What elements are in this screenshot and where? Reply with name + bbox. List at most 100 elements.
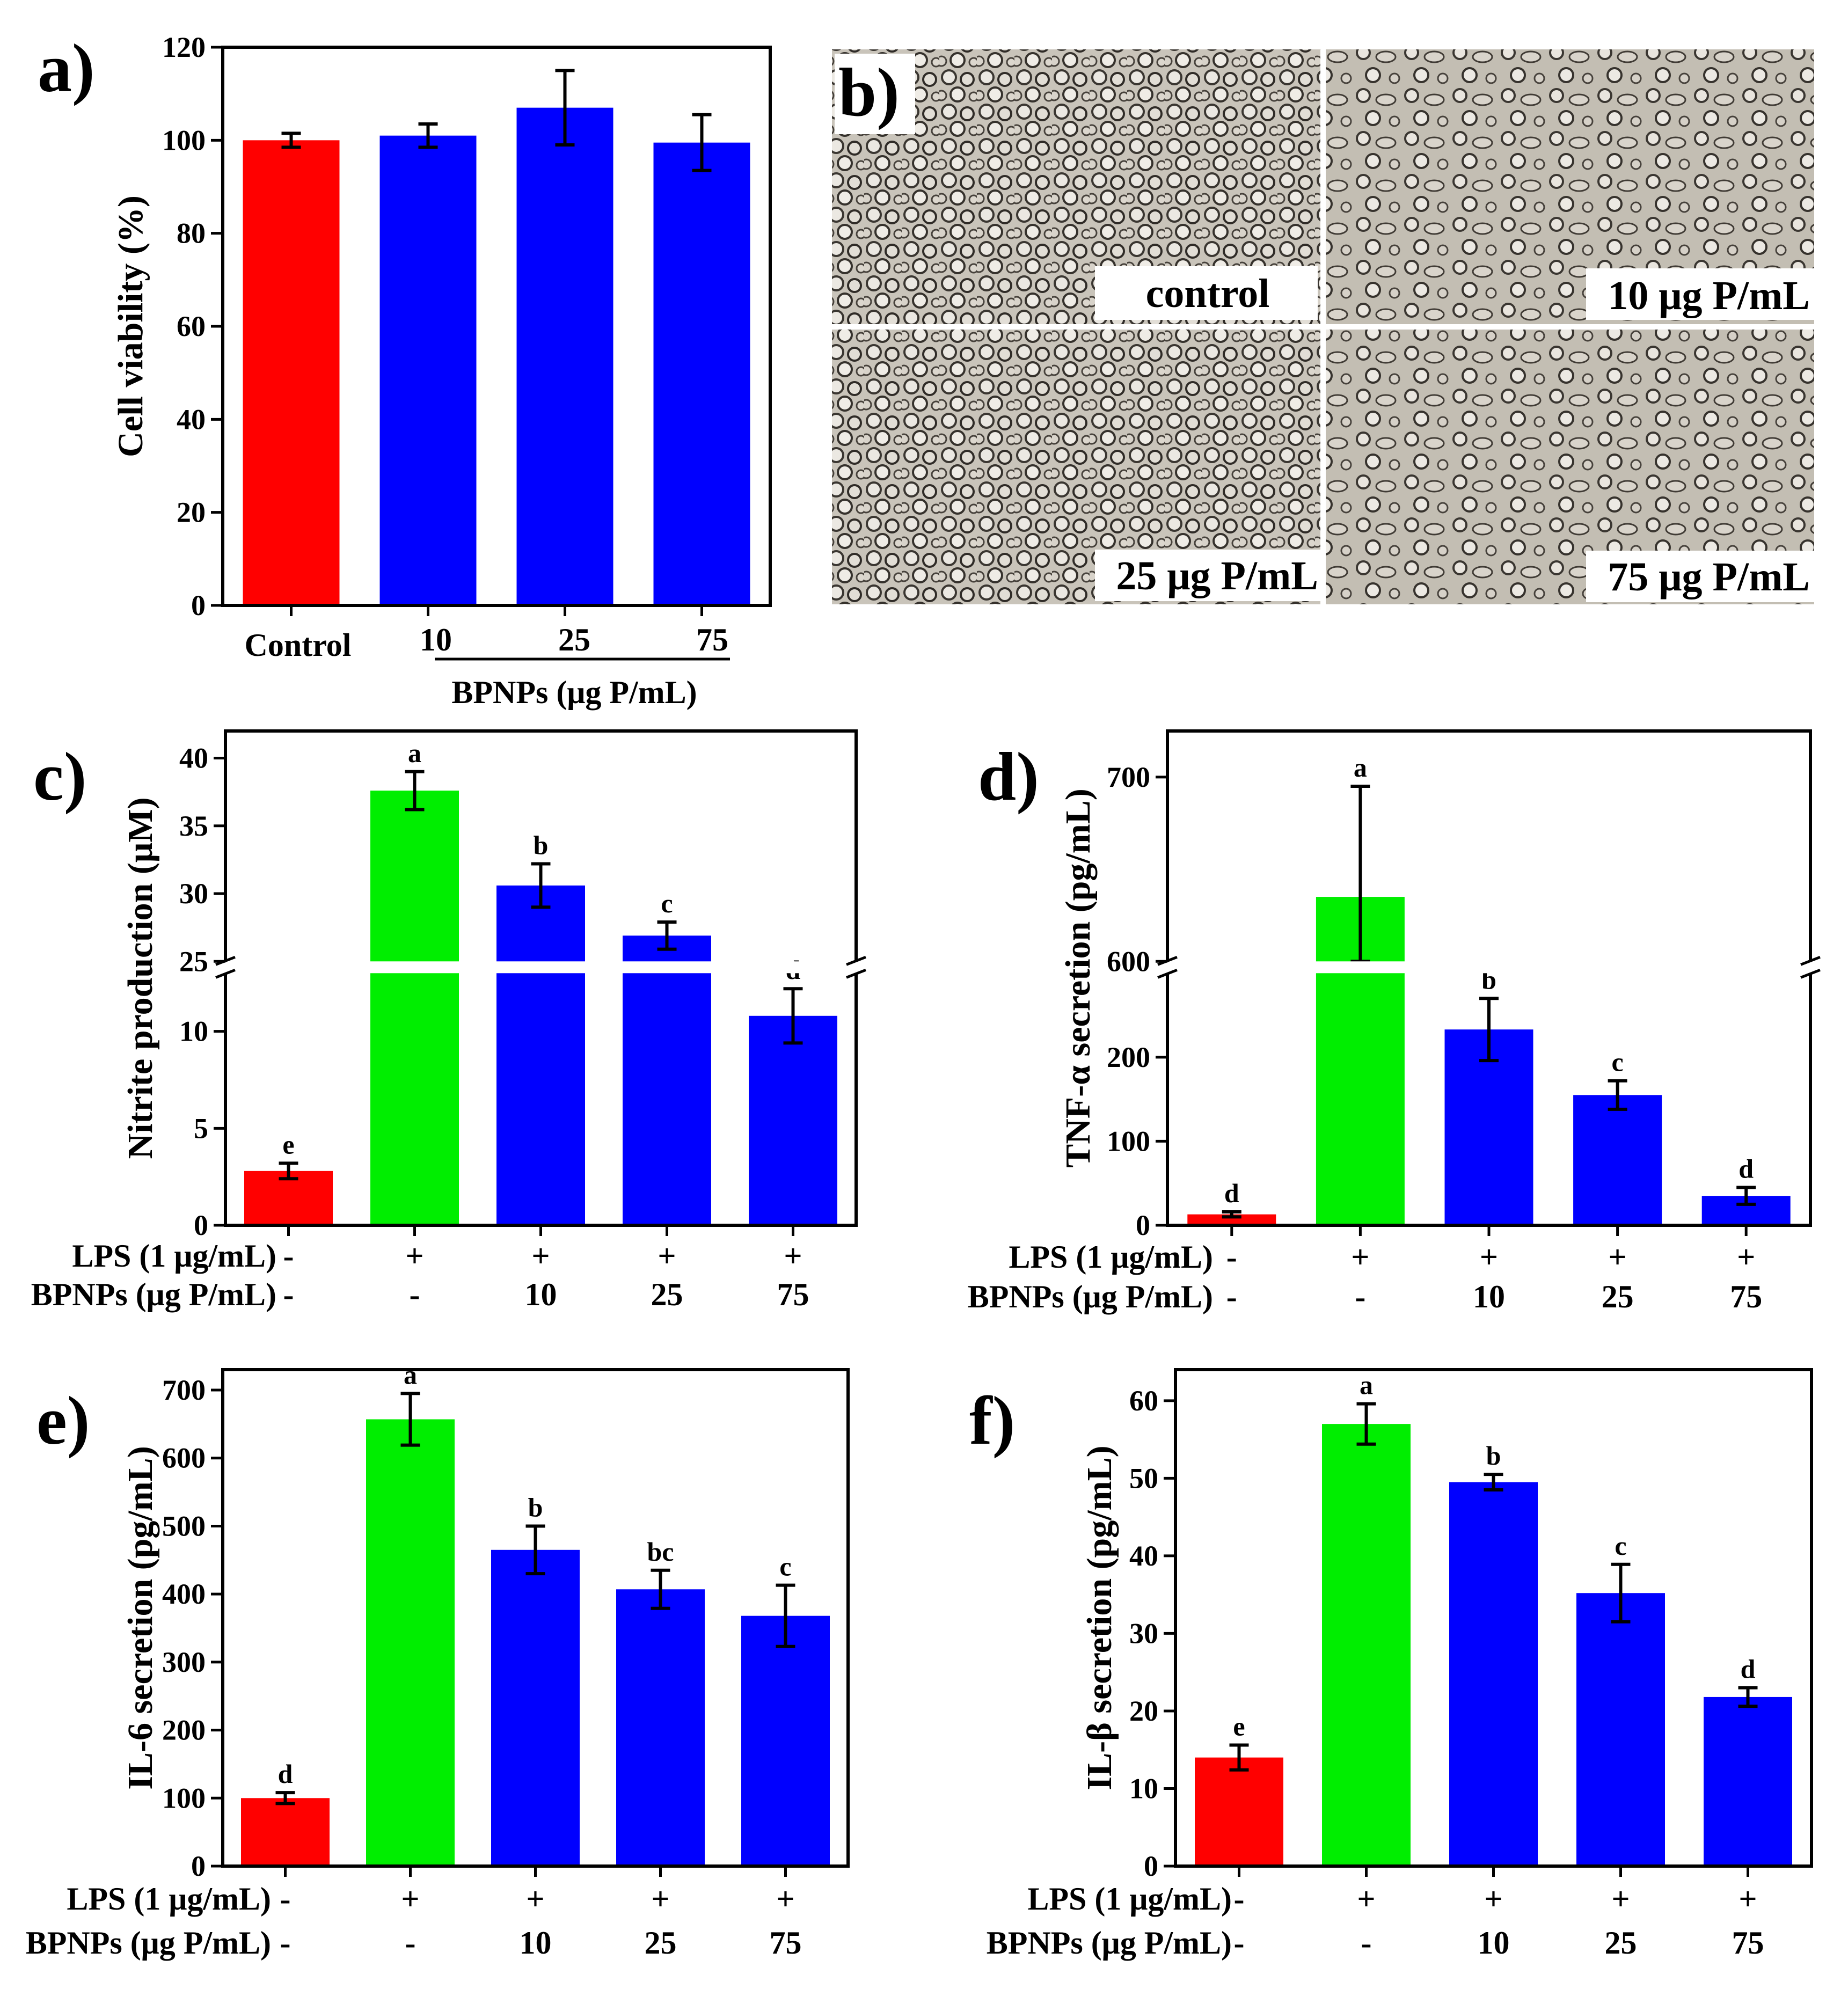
sig-letter-e-2: b <box>528 1492 543 1522</box>
axis-break-stripe-d <box>1170 961 1808 974</box>
panel-a-cat-25: 25 <box>558 622 590 657</box>
error-bar-a-3 <box>692 113 712 172</box>
bpnps-value-f-4: 75 <box>1732 1925 1764 1961</box>
bpnps-value-f-2: 10 <box>1478 1925 1510 1961</box>
ylabel-e: IL-6 secretion (pg/mL) <box>121 1446 160 1789</box>
error-bar-d-0 <box>1222 1210 1241 1219</box>
sig-letter-f-0: e <box>1233 1712 1245 1742</box>
bpnps-value-d-2: 10 <box>1473 1279 1505 1314</box>
bpnps-row-label-d: BPNPs (μg P/mL) <box>968 1279 1213 1314</box>
sig-letter-e-0: d <box>278 1759 293 1789</box>
lps-value-c-3: + <box>658 1238 676 1274</box>
axis-break-mark-d-1 <box>1800 955 1821 979</box>
panel-a-cat-75: 75 <box>696 622 728 657</box>
bpnps-value-e-2: 10 <box>520 1925 552 1961</box>
error-bar-e-3 <box>651 1568 670 1610</box>
ytick-label-e-1: 100 <box>162 1782 206 1814</box>
ytick-label-c-5: 35 <box>179 810 208 842</box>
panel-letter-b: b) <box>838 54 900 130</box>
bpnps-value-f-3: 25 <box>1605 1925 1637 1961</box>
panel-b-micrographs: b) control 10 μg P/mL 25 μg P/mL 75 μg P… <box>832 49 1814 604</box>
sig-letter-f-2: b <box>1486 1440 1501 1471</box>
panel-letter-c: c) <box>33 738 86 815</box>
ytick-label-c-0: 0 <box>194 1209 208 1241</box>
panel-a-cat-control: Control <box>245 627 352 663</box>
ytick-label-d-1: 100 <box>1107 1125 1150 1157</box>
ytick-label-f-1: 10 <box>1129 1772 1158 1804</box>
error-bar-f-1 <box>1356 1402 1376 1446</box>
treatment-rows-d: LPS (1 μg/mL) BPNPs (μg P/mL) <box>968 1239 1213 1314</box>
ytick-label-e-2: 200 <box>162 1714 206 1746</box>
sig-letter-f-1: a <box>1360 1370 1373 1400</box>
ytick-label-e-0: 0 <box>191 1850 206 1882</box>
bar-d-0 <box>1187 1214 1276 1225</box>
lps-value-e-0: - <box>280 1881 291 1917</box>
ytick-label-a-1: 20 <box>177 496 206 529</box>
sig-letter-c-3: c <box>661 888 673 918</box>
treatment-rows-e: LPS (1 μg/mL) BPNPs (μg P/mL) <box>26 1881 271 1961</box>
micrograph-label-control: control <box>1146 271 1270 316</box>
error-bar-e-1 <box>400 1392 420 1447</box>
error-bar-e-2 <box>525 1524 545 1576</box>
axis-break-mark-c-1 <box>846 955 866 979</box>
bpnps-value-c-1: - <box>410 1277 420 1312</box>
bpnps-value-c-0: - <box>283 1277 294 1312</box>
bpnps-value-e-1: - <box>405 1925 416 1961</box>
ytick-label-d-4: 700 <box>1107 761 1150 793</box>
treatment-rows-c: LPS (1 μg/mL) BPNPs (μg P/mL) <box>31 1238 276 1312</box>
lps-value-c-4: + <box>784 1238 802 1274</box>
bar-e-3 <box>616 1589 705 1866</box>
bpnps-value-d-3: 25 <box>1602 1279 1634 1314</box>
error-bar-f-0 <box>1229 1743 1249 1772</box>
error-bar-c-2 <box>531 862 551 909</box>
panel-letter-a: a) <box>38 30 95 106</box>
bar-e-2 <box>491 1549 580 1866</box>
lps-value-f-0: - <box>1234 1881 1245 1917</box>
error-bar-c-1 <box>405 770 425 811</box>
ytick-label-c-6: 40 <box>179 742 208 774</box>
error-bar-c-4 <box>783 987 803 1045</box>
bar-c-4 <box>749 1015 837 1225</box>
sig-letter-e-1: a <box>404 1359 417 1390</box>
bar-a-2 <box>516 107 613 605</box>
panel-letter-f: f) <box>969 1383 1015 1459</box>
lps-value-d-2: + <box>1480 1239 1498 1275</box>
ytick-label-c-3: 25 <box>179 945 208 977</box>
lps-row-label-c: LPS (1 μg/mL) <box>72 1238 276 1274</box>
ytick-label-e-7: 700 <box>162 1374 206 1406</box>
sig-letter-f-3: c <box>1615 1531 1626 1561</box>
sig-letter-d-3: c <box>1611 1047 1623 1077</box>
sig-letter-f-4: d <box>1741 1654 1756 1684</box>
chart-a: 0 20 40 60 80 100 120 Cell viability (%) <box>111 31 772 621</box>
treatment-rows-f: LPS (1 μg/mL) BPNPs (μg P/mL) <box>987 1881 1232 1961</box>
ylabel-d: TNF-α secretion (pg/mL) <box>1058 788 1098 1168</box>
ytick-label-e-6: 600 <box>162 1442 206 1474</box>
sig-letter-d-4: d <box>1739 1154 1754 1184</box>
error-bar-e-4 <box>776 1583 795 1648</box>
panel-letter-e: e) <box>36 1383 90 1459</box>
bpnps-value-e-3: 25 <box>645 1925 677 1961</box>
bpnps-value-c-2: 10 <box>525 1277 557 1312</box>
bpnps-value-e-0: - <box>280 1925 291 1961</box>
bpnps-value-c-4: 75 <box>777 1277 809 1312</box>
error-bar-a-2 <box>555 69 575 147</box>
lps-value-d-1: + <box>1351 1239 1369 1275</box>
bar-a-3 <box>653 142 750 606</box>
ylabel-a: Cell viability (%) <box>111 195 150 457</box>
ylabel-f: IL-β secretion (pg/mL) <box>1080 1445 1119 1790</box>
ytick-label-f-6: 60 <box>1129 1385 1158 1417</box>
lps-row-label-e: LPS (1 μg/mL) <box>67 1881 271 1917</box>
ytick-label-e-4: 400 <box>162 1578 206 1610</box>
sig-letter-d-1: a <box>1354 752 1367 783</box>
ytick-label-e-3: 300 <box>162 1646 206 1678</box>
bar-d-3 <box>1573 1095 1662 1225</box>
bar-c-3 <box>623 935 711 1225</box>
lps-value-e-4: + <box>776 1881 794 1917</box>
lps-value-e-1: + <box>401 1881 419 1917</box>
bpnps-value-d-0: - <box>1226 1279 1237 1314</box>
lps-value-c-2: + <box>531 1238 550 1274</box>
bar-f-1 <box>1322 1424 1411 1866</box>
lps-value-d-4: + <box>1737 1239 1755 1275</box>
lps-value-e-3: + <box>651 1881 669 1917</box>
